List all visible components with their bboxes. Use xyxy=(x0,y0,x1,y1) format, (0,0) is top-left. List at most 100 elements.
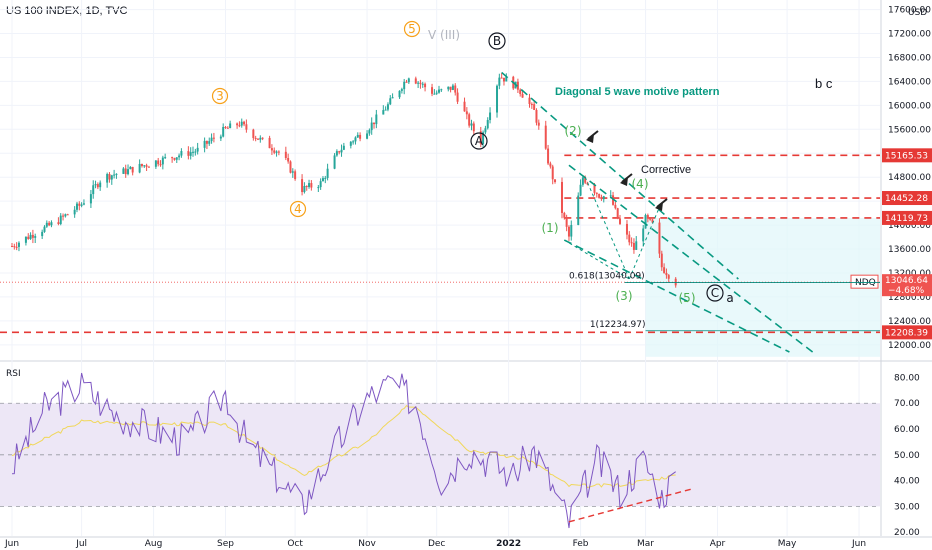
candle-body xyxy=(324,177,327,179)
time-tick-label: Mar xyxy=(637,539,654,549)
candle-body xyxy=(243,121,246,125)
candle-body xyxy=(602,196,605,200)
candle-body xyxy=(384,109,387,111)
candle-body xyxy=(484,128,487,133)
price-tick-label: 16000.00 xyxy=(888,101,931,111)
time-tick-label: Apr xyxy=(710,539,726,549)
symbol-tag-label: NDQ xyxy=(855,278,876,288)
last-price-tag xyxy=(882,274,932,297)
time-tick-label: Feb xyxy=(573,539,589,549)
level-tag xyxy=(882,191,932,206)
candle-body xyxy=(212,137,215,139)
candle-body xyxy=(431,87,434,94)
candle-body xyxy=(189,152,192,156)
candle-body xyxy=(630,242,633,244)
candle-body xyxy=(50,222,53,226)
pointer-arrow-stem xyxy=(587,130,599,140)
candle-body xyxy=(187,151,190,156)
candle-body xyxy=(440,89,443,91)
candle-body xyxy=(417,82,420,84)
candle-body xyxy=(505,76,508,82)
candle-body xyxy=(256,138,259,140)
wave-circle-black xyxy=(706,284,724,302)
candle-body xyxy=(447,86,450,90)
candle-body xyxy=(665,272,668,276)
candle-body xyxy=(386,104,389,110)
candle-body xyxy=(294,171,297,180)
projection-box xyxy=(645,217,880,357)
candle-body xyxy=(115,173,118,175)
candle-body xyxy=(435,92,438,94)
candle-body xyxy=(222,126,225,137)
candle-body xyxy=(303,185,306,193)
candle-body xyxy=(502,77,505,82)
candle-body xyxy=(238,125,241,127)
candle-body xyxy=(43,226,46,232)
candle-body xyxy=(451,85,454,90)
candle-body xyxy=(400,89,403,91)
candle-body xyxy=(240,121,243,126)
candle-body xyxy=(73,209,76,215)
candle-body xyxy=(352,141,355,143)
candle-body xyxy=(45,222,48,227)
candle-body xyxy=(24,236,27,243)
trendline xyxy=(628,206,660,280)
candle-body xyxy=(544,125,547,149)
candle-body xyxy=(521,94,524,98)
candle-body xyxy=(194,151,197,153)
candle-body xyxy=(82,203,85,205)
candle-body xyxy=(537,122,540,126)
candle-body xyxy=(551,166,554,180)
fib-1-label: 1(12234.97) xyxy=(590,320,646,330)
time-tick-label: Sep xyxy=(217,539,234,549)
candle-body xyxy=(310,183,313,188)
candle-body xyxy=(11,246,13,248)
candle-body xyxy=(366,133,369,139)
candle-body xyxy=(660,253,663,268)
time-tick-label: Oct xyxy=(287,539,303,549)
candle-body xyxy=(245,124,248,130)
level-tag-label: 15165.53 xyxy=(885,151,928,161)
wave-label: a xyxy=(726,291,733,305)
wave-label: 4 xyxy=(294,202,302,216)
level-tag-label: 14119.73 xyxy=(885,214,928,224)
candle-body xyxy=(157,160,160,165)
candle-body xyxy=(468,114,471,126)
time-tick-label: Jul xyxy=(75,539,87,549)
rsi-ma-line xyxy=(11,405,676,489)
candle-body xyxy=(80,204,83,206)
candle-body xyxy=(663,267,666,273)
symbol-tag xyxy=(850,274,879,289)
candle-body xyxy=(273,150,276,153)
candle-body xyxy=(593,184,596,193)
rsi-divergence-line xyxy=(568,487,695,523)
candle-body xyxy=(667,275,670,279)
candle-body xyxy=(635,241,638,250)
candle-body xyxy=(470,123,473,126)
candle-body xyxy=(275,151,278,153)
candle-body xyxy=(612,195,615,205)
candle-body xyxy=(625,223,628,235)
candle-body xyxy=(414,78,417,84)
candle-body xyxy=(94,184,97,186)
candle-body xyxy=(301,179,304,193)
trendline xyxy=(564,239,630,280)
candle-body xyxy=(579,184,582,196)
candle-body xyxy=(382,110,385,115)
level-tag-label: 14452.28 xyxy=(885,194,928,204)
price-tick-label: 12000.00 xyxy=(888,341,931,351)
candle-body xyxy=(326,168,329,178)
candle-body xyxy=(398,90,401,98)
candle-body xyxy=(317,187,320,189)
rsi-tick-label: 80.00 xyxy=(894,373,920,383)
wave-label: B xyxy=(493,34,501,48)
candle-body xyxy=(259,137,262,140)
level-tag xyxy=(882,148,932,163)
trendline xyxy=(501,71,739,280)
price-tick-label: 14000.00 xyxy=(888,221,931,231)
level-tag-label: 12208.39 xyxy=(885,328,928,338)
candle-body xyxy=(161,157,164,165)
wave-label: (1) xyxy=(542,221,559,235)
candle-body xyxy=(145,165,148,167)
